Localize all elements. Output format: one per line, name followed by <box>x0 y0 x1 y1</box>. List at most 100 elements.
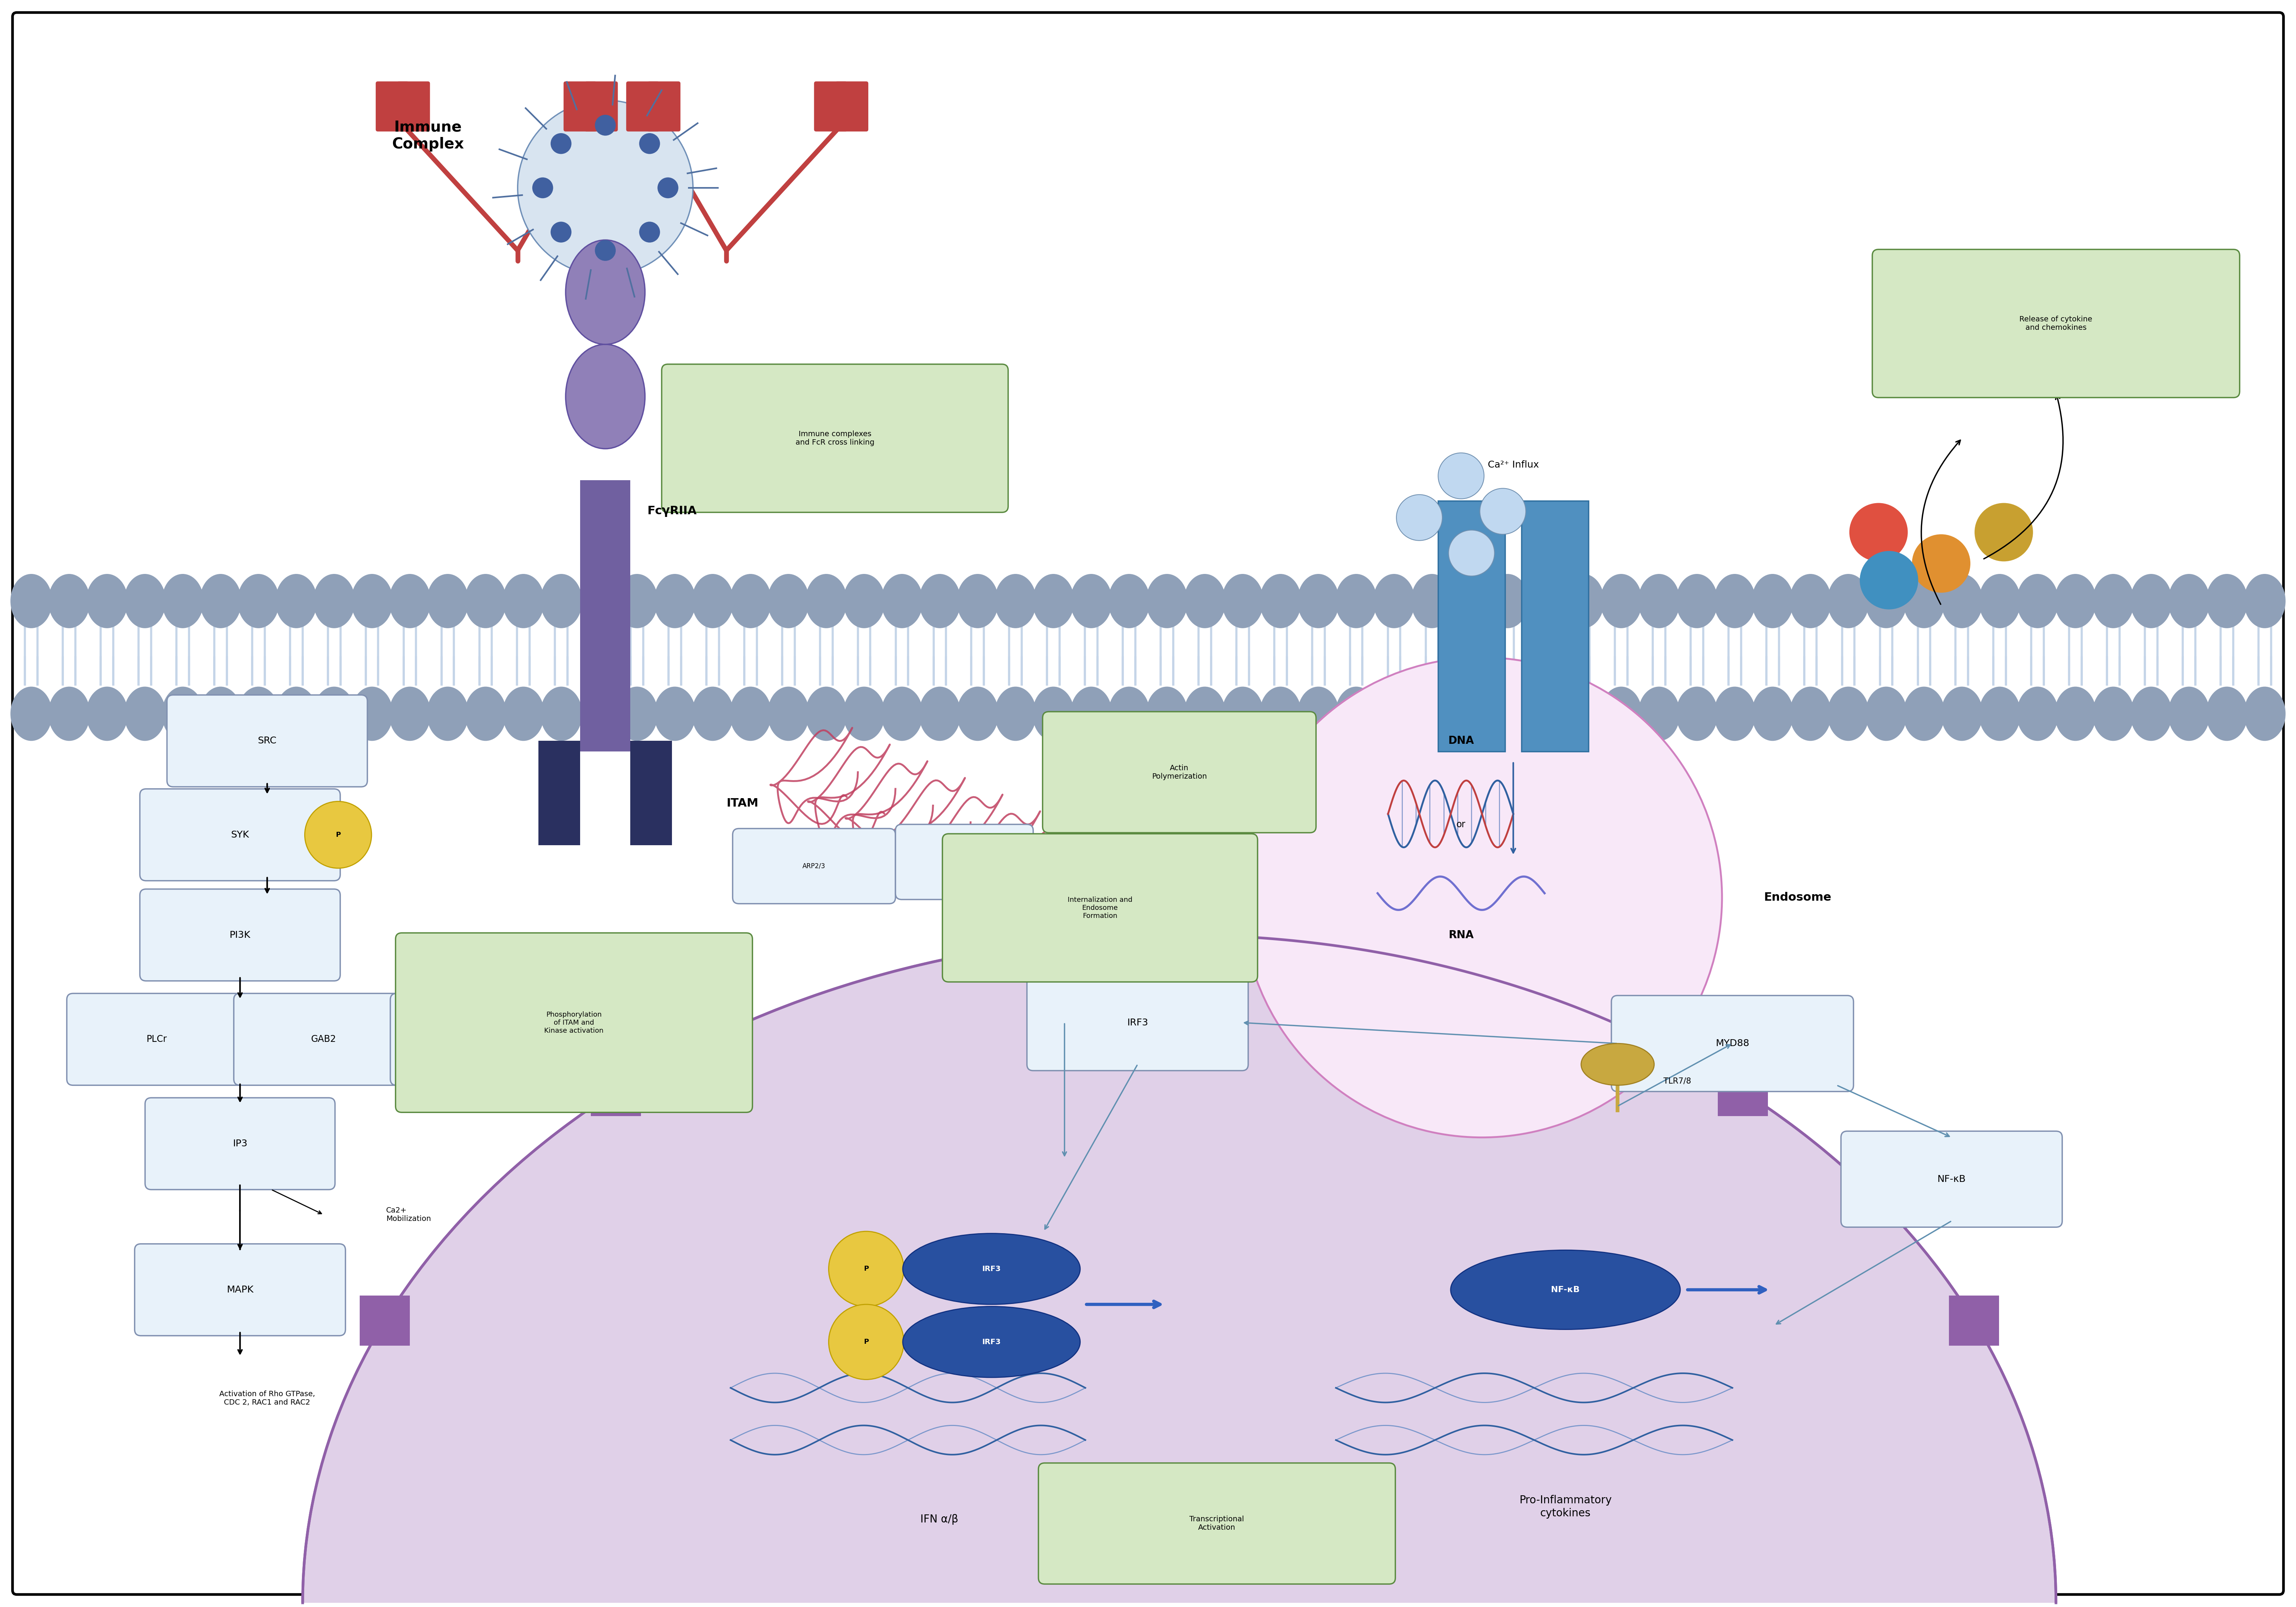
Ellipse shape <box>691 574 732 628</box>
Ellipse shape <box>312 686 356 741</box>
Ellipse shape <box>1564 574 1605 628</box>
Text: Immune
Complex: Immune Complex <box>393 121 464 151</box>
Ellipse shape <box>1789 686 1832 741</box>
FancyBboxPatch shape <box>661 365 1008 513</box>
Text: Ca²⁺ Influx: Ca²⁺ Influx <box>1488 460 1538 469</box>
Ellipse shape <box>1903 574 1945 628</box>
Ellipse shape <box>918 574 960 628</box>
FancyBboxPatch shape <box>1871 249 2239 397</box>
Ellipse shape <box>806 574 847 628</box>
Text: P: P <box>863 1339 868 1345</box>
Ellipse shape <box>1261 574 1302 628</box>
Ellipse shape <box>1752 686 1793 741</box>
Ellipse shape <box>767 686 808 741</box>
Text: PI3K: PI3K <box>230 930 250 940</box>
Text: ARP2/3: ARP2/3 <box>804 863 827 869</box>
Ellipse shape <box>276 574 317 628</box>
FancyBboxPatch shape <box>732 829 895 903</box>
Ellipse shape <box>351 574 393 628</box>
Circle shape <box>1242 657 1722 1138</box>
Text: Actin
Polymerization: Actin Polymerization <box>1153 765 1208 779</box>
Ellipse shape <box>11 686 53 741</box>
Circle shape <box>595 114 615 135</box>
FancyBboxPatch shape <box>815 82 847 132</box>
Ellipse shape <box>1940 686 1984 741</box>
Bar <box>590 1065 641 1117</box>
FancyBboxPatch shape <box>585 82 618 132</box>
Ellipse shape <box>388 686 432 741</box>
Ellipse shape <box>2243 574 2285 628</box>
Ellipse shape <box>1336 686 1378 741</box>
Ellipse shape <box>2092 686 2135 741</box>
Text: SRC: SRC <box>257 736 276 746</box>
Text: or: or <box>1456 820 1465 829</box>
Ellipse shape <box>565 344 645 448</box>
Ellipse shape <box>1146 574 1187 628</box>
Circle shape <box>1449 530 1495 575</box>
Ellipse shape <box>1752 574 1793 628</box>
Circle shape <box>551 222 572 243</box>
Text: FcγRIIA: FcγRIIA <box>647 506 696 517</box>
FancyBboxPatch shape <box>140 889 340 980</box>
Bar <box>1437 501 1504 752</box>
Ellipse shape <box>2016 686 2060 741</box>
Ellipse shape <box>351 686 393 741</box>
Ellipse shape <box>1109 574 1150 628</box>
Ellipse shape <box>994 686 1035 741</box>
Ellipse shape <box>1713 574 1756 628</box>
Text: Release of cytokine
and chemokines: Release of cytokine and chemokines <box>2020 315 2092 331</box>
Ellipse shape <box>579 686 620 741</box>
Text: IP3: IP3 <box>232 1139 248 1149</box>
Ellipse shape <box>1449 686 1490 741</box>
Ellipse shape <box>1488 574 1529 628</box>
Ellipse shape <box>1297 686 1339 741</box>
Circle shape <box>1396 495 1442 540</box>
Ellipse shape <box>565 239 645 344</box>
Ellipse shape <box>1903 686 1945 741</box>
Text: ITAM: ITAM <box>726 799 758 808</box>
Text: Endosome: Endosome <box>1763 892 1832 903</box>
Ellipse shape <box>1336 574 1378 628</box>
Ellipse shape <box>767 574 808 628</box>
Text: Immune complexes
and FcR cross linking: Immune complexes and FcR cross linking <box>794 431 875 447</box>
Ellipse shape <box>882 686 923 741</box>
Circle shape <box>517 100 693 275</box>
FancyBboxPatch shape <box>140 789 340 881</box>
FancyBboxPatch shape <box>941 834 1258 982</box>
Ellipse shape <box>276 686 317 741</box>
Circle shape <box>638 222 659 243</box>
Ellipse shape <box>303 935 2055 1607</box>
Ellipse shape <box>902 1306 1079 1377</box>
Bar <box>360 1295 411 1345</box>
Ellipse shape <box>1033 574 1075 628</box>
Ellipse shape <box>1449 574 1490 628</box>
Ellipse shape <box>2055 574 2096 628</box>
Text: SYK: SYK <box>232 831 250 839</box>
Ellipse shape <box>87 686 129 741</box>
Ellipse shape <box>1185 574 1226 628</box>
FancyBboxPatch shape <box>397 82 429 132</box>
Text: IRF3: IRF3 <box>983 1339 1001 1345</box>
Ellipse shape <box>540 686 583 741</box>
Ellipse shape <box>388 574 432 628</box>
Circle shape <box>638 133 659 154</box>
Ellipse shape <box>1676 574 1717 628</box>
Text: DNA: DNA <box>1449 736 1474 746</box>
Bar <box>581 480 631 752</box>
Text: NF-κB: NF-κB <box>1552 1286 1580 1294</box>
Ellipse shape <box>1713 686 1756 741</box>
Ellipse shape <box>2243 686 2285 741</box>
Ellipse shape <box>1525 574 1566 628</box>
Text: RNA: RNA <box>1449 929 1474 940</box>
Text: MAPK: MAPK <box>227 1286 253 1294</box>
Bar <box>540 741 581 845</box>
Ellipse shape <box>200 574 241 628</box>
Text: BTK: BTK <box>461 1035 478 1045</box>
Ellipse shape <box>11 574 53 628</box>
FancyBboxPatch shape <box>1841 1131 2062 1228</box>
FancyBboxPatch shape <box>377 82 409 132</box>
Ellipse shape <box>540 574 583 628</box>
Circle shape <box>1913 534 1970 593</box>
Ellipse shape <box>843 686 884 741</box>
Ellipse shape <box>1412 574 1453 628</box>
